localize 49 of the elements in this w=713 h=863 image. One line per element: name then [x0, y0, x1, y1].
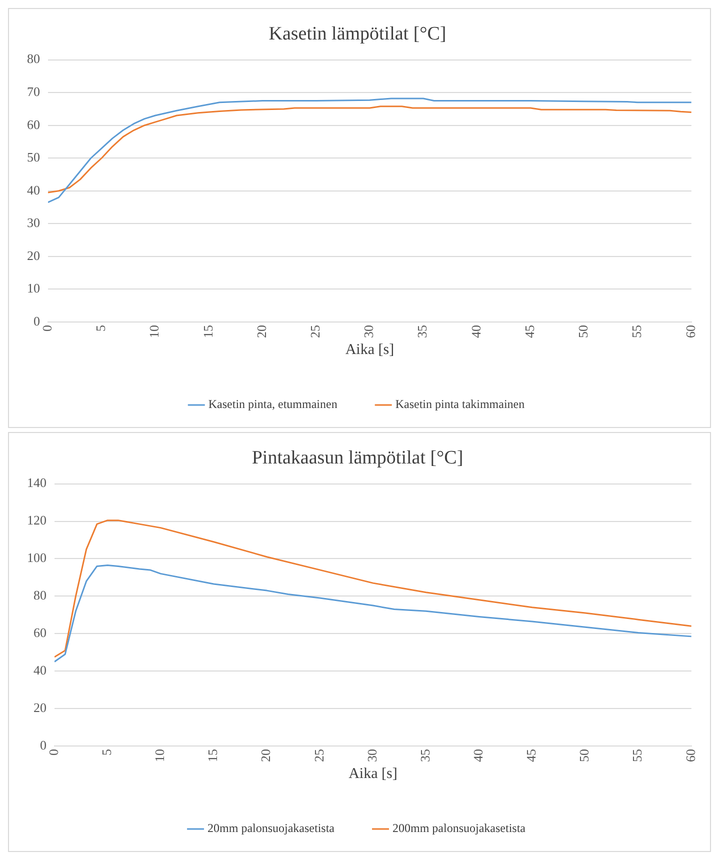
x-tick-label: 55 — [629, 325, 644, 338]
x-tick-label: 35 — [414, 325, 430, 338]
y-tick-label: 50 — [27, 150, 40, 165]
legend-label: Kasetin pinta takimmainen — [395, 397, 525, 412]
y-tick-label: 100 — [27, 550, 46, 566]
x-tick-label: 50 — [576, 749, 592, 762]
x-tick-label: 30 — [364, 749, 380, 762]
x-tick-label: 5 — [98, 749, 114, 756]
chart-title: Kasetin lämpötilat [°C] — [268, 23, 446, 44]
x-tick-label: 60 — [682, 749, 698, 762]
x-tick-label: 50 — [576, 325, 591, 338]
y-tick-label: 20 — [27, 248, 40, 263]
x-tick-label: 45 — [522, 325, 537, 338]
y-tick-label: 20 — [34, 700, 46, 715]
y-tick-label: 40 — [34, 662, 46, 678]
chart-title: Pintakaasun lämpötilat [°C] — [252, 447, 464, 468]
x-tick-label: 55 — [630, 749, 645, 762]
y-tick-label: 60 — [34, 625, 46, 640]
x-tick-label: 45 — [524, 749, 539, 762]
x-tick-label: 10 — [152, 749, 168, 762]
x-tick-label: 25 — [311, 749, 326, 762]
x-axis-title: Aika [s] — [348, 766, 398, 782]
y-tick-label: 80 — [27, 51, 40, 66]
x-axis-title: Aika [s] — [345, 342, 394, 358]
legend-label: Kasetin pinta, etummainen — [208, 397, 338, 412]
x-tick-label: 15 — [200, 325, 216, 338]
y-tick-label: 120 — [27, 512, 46, 528]
x-tick-label: 15 — [205, 749, 220, 762]
x-tick-label: 60 — [682, 325, 698, 338]
x-tick-label: 25 — [308, 325, 323, 338]
y-tick-label: 10 — [27, 280, 40, 296]
legend-label: 200mm palonsuojakasetista — [392, 821, 526, 836]
x-tick-label: 5 — [93, 325, 108, 332]
y-tick-label: 140 — [27, 475, 46, 490]
x-tick-label: 20 — [254, 325, 269, 338]
x-tick-label: 40 — [470, 749, 486, 762]
y-tick-label: 60 — [27, 116, 40, 132]
x-tick-label: 10 — [146, 325, 162, 338]
x-tick-label: 20 — [258, 749, 274, 762]
x-tick-label: 30 — [361, 325, 376, 338]
x-tick-label: 0 — [39, 325, 54, 332]
y-tick-label: 70 — [27, 84, 40, 99]
x-tick-label: 40 — [468, 325, 484, 338]
y-tick-label: 80 — [34, 588, 46, 603]
y-tick-label: 40 — [27, 182, 40, 198]
x-tick-label: 0 — [46, 749, 61, 756]
legend-label: 20mm palonsuojakasetista — [208, 821, 336, 836]
x-tick-label: 35 — [417, 749, 432, 762]
y-tick-label: 30 — [27, 215, 40, 230]
